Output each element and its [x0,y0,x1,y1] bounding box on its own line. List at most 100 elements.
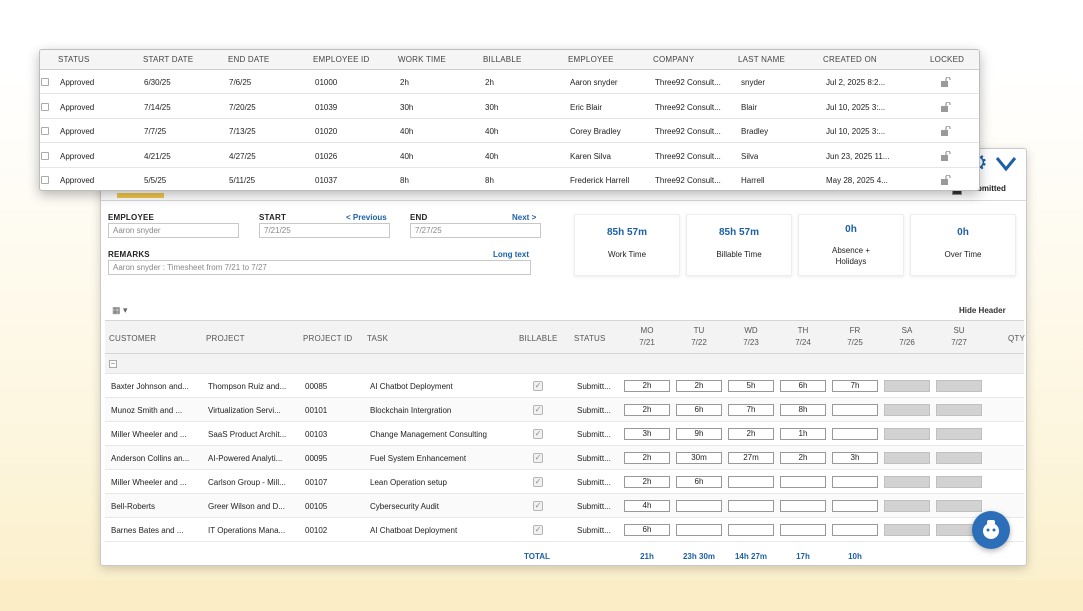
time-entry-input[interactable]: 8h [780,404,826,416]
billable-checkbox[interactable]: ✓ [533,477,543,487]
hide-header-button[interactable]: Hide Header [959,306,1006,315]
list-col-start-date[interactable]: START DATE [143,55,194,64]
time-entry-input[interactable] [728,524,774,536]
time-entry-input[interactable]: 3h [832,452,878,464]
list-col-work-time[interactable]: WORK TIME [398,55,446,64]
time-entry-input[interactable]: 6h [676,476,722,488]
time-entry-input[interactable] [832,500,878,512]
table-row[interactable]: Anderson Collins an... AI-Powered Analyti… [105,446,1024,470]
chevron-down-icon[interactable] [994,152,1018,174]
list-row[interactable]: Approved 7/7/25 7/13/25 01020 40h 40h Corey Br… [40,119,979,143]
time-entry-input[interactable]: 2h [624,452,670,464]
day-date: 7/27 [951,338,967,347]
billable-checkbox[interactable]: ✓ [533,501,543,511]
grid-view-icon[interactable]: ▦ ▾ [112,305,128,315]
time-entry-input[interactable]: 1h [780,428,826,440]
row-checkbox[interactable] [41,151,49,160]
active-tab-indicator [117,193,164,198]
col-status[interactable]: STATUS [574,334,606,343]
time-entry-input[interactable]: 6h [780,380,826,392]
lock-icon [941,126,951,136]
col-billable[interactable]: BILLABLE [519,334,558,343]
time-entry-input[interactable]: 2h [624,476,670,488]
time-entry-input[interactable] [780,524,826,536]
table-row[interactable]: Barnes Bates and ... IT Operations Mana..… [105,518,1024,542]
previous-week-link[interactable]: < Previous [346,213,387,222]
time-entry-input[interactable]: 9h [676,428,722,440]
time-entry-input[interactable]: 2h [624,380,670,392]
time-entry-input[interactable] [832,524,878,536]
list-col-status[interactable]: STATUS [58,55,90,64]
list-col-billable[interactable]: BILLABLE [483,55,522,64]
table-row[interactable]: Bell-Roberts Greer Wilson and D... 00105 Cy… [105,494,1024,518]
col-task[interactable]: TASK [367,334,389,343]
list-col-employee[interactable]: EMPLOYEE [568,55,614,64]
cell-task: Cybersecurity Audit [370,502,439,511]
list-row[interactable]: Approved 7/14/25 7/20/25 01039 30h 30h Eric Bl… [40,95,979,119]
list-col-created-on[interactable]: CREATED ON [823,55,877,64]
list-row[interactable]: Approved 5/5/25 5/11/25 01037 8h 8h Frederick … [40,168,979,190]
list-col-end-date[interactable]: END DATE [228,55,270,64]
cell-status: Submitt... [577,454,611,463]
end-date-field[interactable]: 7/27/25 [410,223,541,238]
time-entry-input[interactable]: 6h [624,524,670,536]
list-cell-emp_id: 01039 [315,102,338,112]
time-entry-input[interactable]: 27m [728,452,774,464]
time-entry-input[interactable] [832,404,878,416]
time-entry-input[interactable]: 30m [676,452,722,464]
row-checkbox[interactable] [41,102,49,111]
col-project-id[interactable]: PROJECT ID [303,334,353,343]
time-entry-input[interactable]: 7h [728,404,774,416]
time-entry-input[interactable]: 2h [728,428,774,440]
list-col-locked[interactable]: LOCKED [930,55,965,64]
table-row[interactable]: Baxter Johnson and... Thompson Ruiz and..… [105,374,1024,398]
cell-customer: Miller Wheeler and ... [111,478,187,487]
row-checkbox[interactable] [41,176,49,184]
billable-checkbox[interactable]: ✓ [533,381,543,391]
time-entry-input[interactable] [676,500,722,512]
table-row[interactable]: Munoz Smith and ... Virtualization Servi.… [105,398,1024,422]
employee-field[interactable]: Aaron snyder [108,223,239,238]
time-entry-input[interactable] [832,476,878,488]
time-entry-input[interactable] [728,476,774,488]
billable-checkbox[interactable]: ✓ [533,405,543,415]
time-entry-input[interactable] [780,476,826,488]
col-customer[interactable]: CUSTOMER [109,334,157,343]
next-week-link[interactable]: Next > [512,213,537,222]
billable-checkbox[interactable]: ✓ [533,525,543,535]
time-entry-input[interactable] [832,428,878,440]
time-entry-input[interactable]: 2h [780,452,826,464]
help-assistant-icon[interactable] [972,511,1010,549]
time-entry-input[interactable]: 2h [676,380,722,392]
list-col-company[interactable]: COMPANY [653,55,695,64]
list-row[interactable]: Approved 6/30/25 7/6/25 01000 2h 2h Aaron snyd… [40,70,979,94]
billable-checkbox[interactable]: ✓ [533,453,543,463]
billable-checkbox[interactable]: ✓ [533,429,543,439]
row-checkbox[interactable] [41,78,49,86]
list-row[interactable]: Approved 4/21/25 4/27/25 01026 40h 40h Karen S… [40,144,979,168]
time-entry-input[interactable] [676,524,722,536]
list-cell-employee: Corey Bradley [570,127,621,136]
table-row[interactable]: Miller Wheeler and ... Carlson Group - Mi… [105,470,1024,494]
table-row[interactable]: Miller Wheeler and ... SaaS Product Archi… [105,422,1024,446]
time-entry-input[interactable]: 3h [624,428,670,440]
list-col-last-name[interactable]: LAST NAME [738,55,785,64]
long-text-link[interactable]: Long text [493,250,529,259]
time-entry-input[interactable]: 6h [676,404,722,416]
time-entry-input[interactable]: 5h [728,380,774,392]
time-entry-input[interactable] [780,500,826,512]
time-entry-input[interactable]: 7h [832,380,878,392]
table-header: CUSTOMER PROJECT PROJECT ID TASK BILLABL… [105,320,1026,354]
cell-status: Submitt... [577,406,611,415]
day-name: SA [901,326,913,335]
remarks-field[interactable]: Aaron snyder : Timesheet from 7/21 to 7/… [108,260,531,275]
time-entry-input[interactable] [728,500,774,512]
time-entry-input[interactable]: 2h [624,404,670,416]
col-qty[interactable]: QTY [1008,334,1026,343]
collapse-group-icon[interactable]: – [109,360,117,368]
start-date-field[interactable]: 7/21/25 [259,223,390,238]
list-col-employee-id[interactable]: EMPLOYEE ID [313,55,370,64]
time-entry-input[interactable]: 4h [624,500,670,512]
row-checkbox[interactable] [41,127,49,135]
col-project[interactable]: PROJECT [206,334,245,343]
